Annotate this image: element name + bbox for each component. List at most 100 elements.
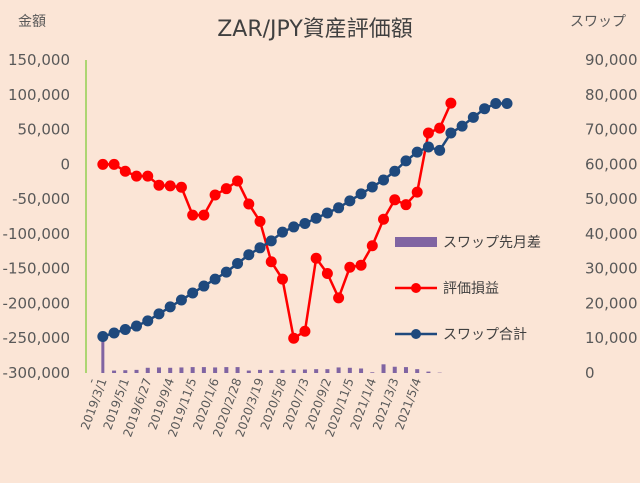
point-swap-total (299, 217, 311, 229)
point-swap-total (501, 97, 513, 109)
bar-swap-diff (235, 367, 240, 373)
legend-label: スワップ合計 (443, 327, 527, 343)
point-valuation (142, 170, 154, 182)
point-valuation (400, 199, 412, 211)
point-valuation (276, 273, 288, 285)
point-swap-total (187, 287, 199, 299)
bar-swap-diff (325, 369, 330, 373)
legend-swatch (395, 237, 437, 247)
y-right-tick-label: 20,000 (585, 294, 638, 312)
y-left-tick-label: -250,000 (3, 329, 70, 347)
point-valuation (131, 170, 143, 182)
point-valuation (422, 127, 434, 139)
point-swap-total (265, 235, 277, 247)
bar-swap-diff (302, 369, 307, 373)
y-right-tick-label: 40,000 (585, 225, 638, 243)
y-right-tick-label: 0 (585, 364, 595, 382)
point-valuation (445, 97, 457, 109)
point-swap-total (175, 294, 187, 306)
bar-swap-diff (179, 367, 184, 373)
bar-swap-diff (168, 367, 173, 373)
point-swap-total (164, 301, 176, 313)
point-swap-total (456, 120, 468, 132)
bar-swap-diff (123, 370, 128, 373)
point-valuation (389, 194, 401, 206)
point-valuation (333, 292, 345, 304)
bar-swap-diff (190, 367, 195, 373)
legend-swatch-marker (411, 283, 421, 293)
bar-swap-diff (359, 368, 364, 373)
point-swap-total (479, 103, 491, 115)
y-right-tick-label: 10,000 (585, 329, 638, 347)
point-valuation (209, 189, 221, 201)
point-swap-total (142, 315, 154, 327)
point-valuation (220, 183, 232, 195)
point-swap-total (321, 207, 333, 219)
point-valuation (378, 213, 390, 225)
point-valuation (97, 158, 109, 170)
point-swap-total (108, 327, 120, 339)
legend-label: スワップ先月差 (443, 235, 541, 251)
point-swap-total (310, 212, 322, 224)
bar-swap-diff (201, 367, 206, 373)
y-left-tick-label: 150,000 (8, 51, 70, 69)
y-right-axis-label: スワップ (570, 14, 626, 30)
bar-swap-diff (246, 370, 251, 373)
point-swap-total (378, 174, 390, 186)
legend-swatch-marker (411, 329, 421, 339)
y-left-tick-label: -300,000 (3, 364, 70, 382)
bar-swap-diff (145, 367, 150, 373)
point-swap-total (232, 257, 244, 269)
point-valuation (299, 325, 311, 337)
point-valuation (265, 256, 277, 268)
point-swap-total (153, 308, 165, 320)
point-swap-total (288, 221, 300, 233)
point-valuation (434, 122, 446, 134)
point-swap-total (131, 320, 143, 332)
point-swap-total (243, 249, 255, 261)
point-swap-total (467, 111, 479, 123)
bar-swap-diff (381, 364, 386, 373)
bar-swap-diff (258, 369, 263, 373)
point-swap-total (209, 273, 221, 285)
point-valuation (254, 215, 266, 227)
y-left-axis-label: 金額 (18, 14, 46, 30)
bar-swap-diff (347, 367, 352, 373)
y-right-tick-label: 60,000 (585, 155, 638, 173)
point-swap-total (490, 97, 502, 109)
point-valuation (310, 252, 322, 264)
point-swap-total (198, 280, 210, 292)
point-valuation (355, 259, 367, 271)
bar-swap-diff (280, 369, 285, 373)
point-swap-total (355, 188, 367, 200)
point-valuation (108, 158, 120, 170)
y-left-tick-labels: 150,000 100,000 50,000 0 -50,000 -100,000 -150… (3, 51, 70, 382)
y-left-tick-label: -50,000 (12, 190, 70, 208)
bar-swap-diff (224, 367, 229, 373)
y-left-tick-label: -200,000 (3, 294, 70, 312)
bar-swap-diff (370, 372, 375, 373)
point-valuation (153, 179, 165, 191)
bar-swap-diff (112, 370, 117, 373)
bar-swap-diff (213, 367, 218, 373)
line-series (97, 97, 513, 344)
point-valuation (187, 209, 199, 221)
x-tick-label: - (84, 376, 99, 385)
point-swap-total (220, 266, 232, 278)
point-swap-total (411, 146, 423, 158)
point-swap-total (422, 141, 434, 153)
bar-swap-diff (426, 371, 431, 373)
point-swap-total (389, 165, 401, 177)
point-swap-total (434, 144, 446, 156)
bar-swap-diff (101, 338, 105, 373)
chart-title: ZAR/JPY資産評価額 (217, 17, 413, 42)
point-valuation (164, 180, 176, 192)
bar-swap-diff (336, 367, 341, 373)
point-swap-total (119, 324, 131, 336)
point-swap-total (366, 181, 378, 193)
bar-swap-diff (269, 370, 274, 373)
point-valuation (411, 186, 423, 198)
